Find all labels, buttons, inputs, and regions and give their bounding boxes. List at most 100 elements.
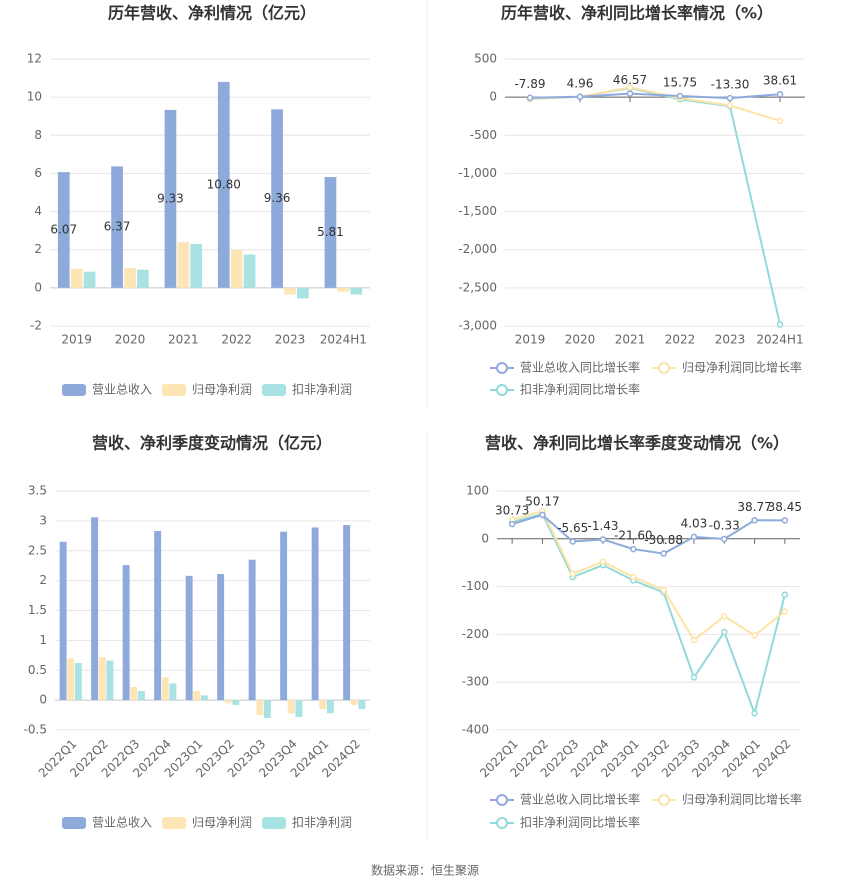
bar <box>98 657 106 701</box>
x-tick-label: 2020 <box>565 333 596 347</box>
y-tick-label: 4 <box>34 204 42 218</box>
legend-swatch <box>262 817 286 829</box>
bar <box>311 527 319 701</box>
y-tick-label: 0 <box>39 693 47 707</box>
legend-swatch <box>496 817 508 829</box>
value-label: 50.17 <box>525 494 559 508</box>
point <box>726 94 734 102</box>
point <box>630 573 637 581</box>
bar <box>271 109 283 288</box>
bar <box>106 660 114 701</box>
x-tick-label: 2024H1 <box>320 333 367 347</box>
y-tick-label: -2 <box>30 319 42 333</box>
point <box>569 538 576 545</box>
line <box>511 509 786 642</box>
value-label: -30.88 <box>644 533 683 547</box>
value-label: 6.07 <box>50 222 77 236</box>
value-label: -21.60 <box>614 529 653 543</box>
bar <box>230 249 243 288</box>
bar <box>137 691 145 701</box>
point <box>781 608 789 615</box>
point <box>751 517 758 524</box>
y-tick-label: 2 <box>39 573 47 587</box>
x-tick-label: 2019 <box>61 333 92 347</box>
bar <box>263 700 271 719</box>
bar <box>284 287 296 295</box>
point <box>599 536 607 543</box>
bar <box>161 677 169 701</box>
y-tick-label: 3 <box>39 513 47 527</box>
point <box>690 674 698 681</box>
x-tick-label: 2022 <box>665 333 696 347</box>
value-label: 46.57 <box>613 73 647 87</box>
bar <box>59 541 67 701</box>
y-tick-label: 1.5 <box>28 603 47 617</box>
point <box>721 612 728 620</box>
value-label: -5.65 <box>557 521 588 535</box>
legend-swatch <box>496 384 508 396</box>
x-tick-label: 2022 <box>221 333 252 347</box>
point <box>626 90 634 97</box>
bar <box>67 658 75 701</box>
point <box>626 83 634 91</box>
bar <box>243 254 256 288</box>
value-label: -0.33 <box>709 518 740 532</box>
bar <box>248 559 256 701</box>
value-label: 9.36 <box>264 191 291 205</box>
y-tick-label: -0.5 <box>24 723 47 737</box>
y-tick-label: -500 <box>470 128 497 142</box>
y-tick-label: -200 <box>462 627 489 641</box>
bar <box>358 700 366 710</box>
x-tick-label: 2021 <box>168 333 199 347</box>
value-label: 30.73 <box>495 504 529 518</box>
x-tick-label: 2024H1 <box>756 333 803 347</box>
legend-label: 归母净利润同比增长率 <box>682 360 802 375</box>
y-tick-label: 1 <box>39 633 47 647</box>
bar <box>224 700 232 704</box>
legend-label: 营业总收入 <box>92 816 152 830</box>
bar <box>295 700 303 717</box>
x-tick-label: 2019 <box>515 333 546 347</box>
point <box>751 710 758 717</box>
y-tick-label: -100 <box>462 579 489 593</box>
bar <box>137 269 149 288</box>
chart-title: 历年营收、净利同比增长率情况（%） <box>501 4 773 23</box>
y-tick-label: 2 <box>34 242 42 256</box>
point <box>508 520 516 528</box>
x-tick-label: 2023 <box>275 333 306 347</box>
bar <box>111 166 123 288</box>
y-tick-label: 500 <box>474 52 497 66</box>
legend-swatch <box>658 794 670 806</box>
chart-title: 营收、净利同比增长率季度变动情况（%） <box>485 434 789 453</box>
line <box>511 512 786 717</box>
point <box>781 591 789 598</box>
legend-swatch <box>496 362 508 374</box>
point <box>726 102 734 109</box>
legend-swatch <box>62 817 86 829</box>
point <box>660 550 667 557</box>
y-tick-label: 0 <box>489 90 497 104</box>
bar <box>190 243 203 288</box>
point <box>776 321 784 328</box>
bar <box>232 700 240 705</box>
legend-label: 营业总收入同比增长率 <box>520 792 640 807</box>
bar <box>193 691 201 701</box>
value-label: 38.61 <box>763 74 797 88</box>
y-tick-label: 8 <box>34 128 42 142</box>
point <box>630 545 637 553</box>
bar <box>122 565 130 701</box>
value-label: 5.81 <box>317 225 344 239</box>
bar <box>124 267 136 288</box>
x-tick-label: 2020 <box>115 333 146 347</box>
y-tick-label: -1,000 <box>458 166 497 180</box>
y-tick-label: 0 <box>34 280 42 294</box>
y-tick-label: 6 <box>34 166 42 180</box>
value-label: 4.96 <box>567 76 594 90</box>
bar <box>350 700 358 705</box>
y-tick-label: -2,500 <box>458 280 497 294</box>
y-tick-label: -3,000 <box>458 319 497 333</box>
bar <box>324 177 337 288</box>
x-tick-label: 2023 <box>715 333 746 347</box>
y-tick-label: 2.5 <box>28 543 47 557</box>
